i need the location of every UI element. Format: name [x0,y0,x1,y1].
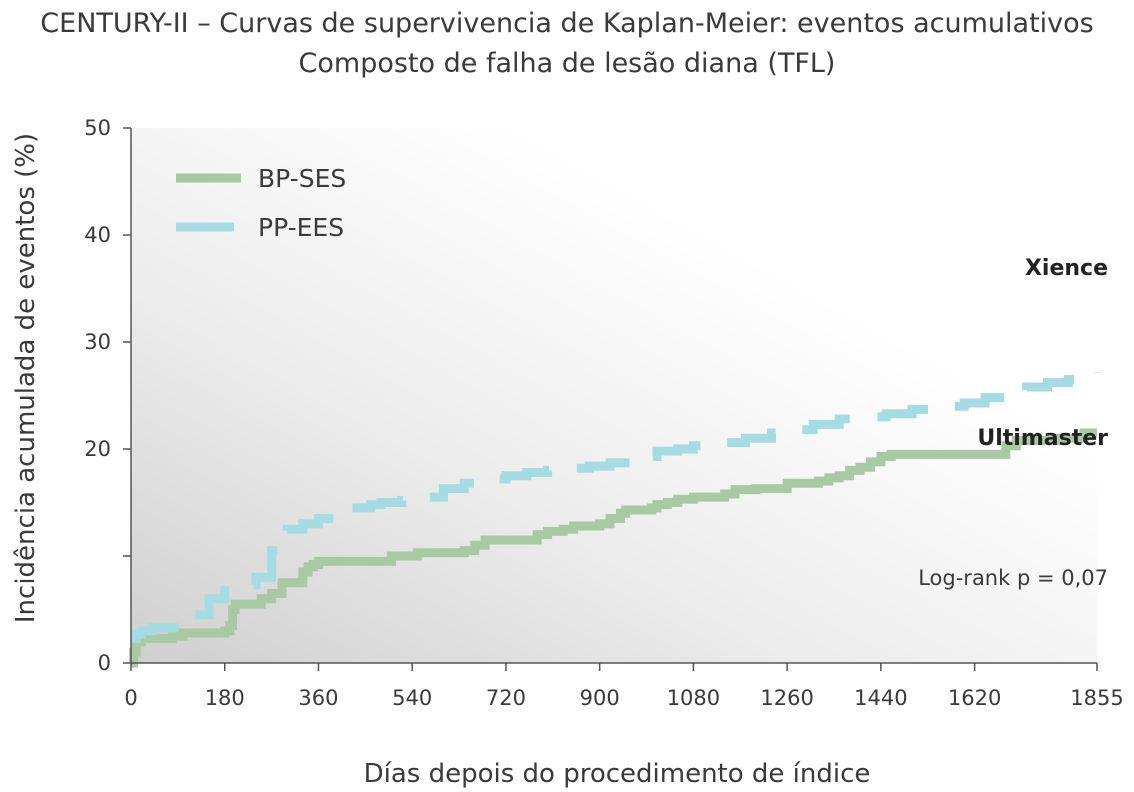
x-tick-label: 720 [486,686,526,710]
y-tick-label: 50 [84,116,111,140]
chart-subtitle: Composto de falha de lesão diana (TFL) [299,48,836,79]
plot-background [131,128,1097,663]
y-ticks: 0 20 30 40 50 [84,116,131,675]
x-tick-label: 360 [298,686,338,710]
log-rank-annotation: Log-rank p = 0,07 [918,566,1108,590]
y-tick-label: 30 [84,330,111,354]
legend: BP-SES PP-EES [176,164,346,242]
series-line-bp-ses [129,428,1097,668]
y-tick-label: 0 [98,651,111,675]
y-tick-label: 20 [84,437,111,461]
end-label-ultimaster: Ultimaster [977,426,1108,451]
x-tick-label: 0 [124,686,137,710]
series-layer [129,369,1102,668]
y-tick-label: 40 [84,223,111,247]
x-tick-label: 1855 [1070,686,1123,710]
legend-label-pp-ees: PP-EES [258,213,344,242]
x-tick-label: 900 [580,686,620,710]
y-axis-label: Incidência acumulada de eventos (%) [11,133,41,623]
x-axis-label: Días depois do procedimento de índice [364,759,871,789]
x-ticks: 0 180 360 540 720 900 1080 1260 1440 1620 1855 [124,663,1124,710]
x-tick-label: 1260 [760,686,813,710]
x-tick-label: 1620 [948,686,1001,710]
x-tick-label: 180 [205,686,245,710]
x-tick-label: 1440 [854,686,907,710]
chart-title: CENTURY-II – Curvas de supervivencia de … [40,8,1093,39]
x-tick-label: 1080 [667,686,720,710]
x-tick-label: 540 [392,686,432,710]
legend-label-bp-ses: BP-SES [258,164,346,193]
end-label-xience: Xience [1025,256,1108,281]
